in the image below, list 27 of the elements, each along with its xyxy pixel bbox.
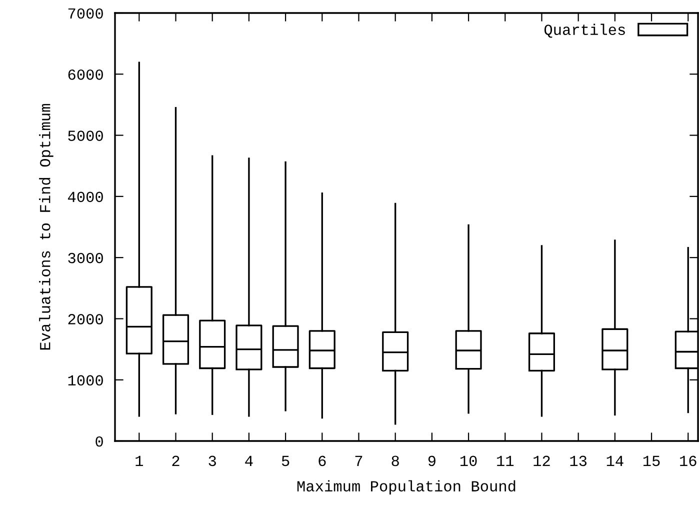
x-tick-label: 3 xyxy=(208,456,216,466)
y-tick-label: 6000 xyxy=(68,69,103,80)
y-tick-label: 3000 xyxy=(68,252,103,264)
x-tick-label: 6 xyxy=(318,456,326,466)
x-tick-label: 7 xyxy=(355,456,362,466)
y-tick-label: 2000 xyxy=(68,314,103,324)
legend-label: Quartiles xyxy=(544,24,625,38)
x-tick-label: 9 xyxy=(428,456,436,466)
x-tick-label: 4 xyxy=(245,456,253,466)
y-tick-label: 5000 xyxy=(68,130,103,141)
y-tick-label: 7000 xyxy=(68,8,103,19)
y-axis-title: Evaluations to Find Optimum xyxy=(39,104,54,350)
x-axis-title: Maximum Population Bound xyxy=(297,480,516,494)
x-tick-label: 12 xyxy=(534,456,550,466)
y-tick-label: 0 xyxy=(96,436,103,447)
x-tick-label: 10 xyxy=(460,456,477,466)
x-tick-label: 13 xyxy=(570,456,587,466)
x-tick-label: 8 xyxy=(392,456,399,466)
x-tick-label: 5 xyxy=(282,456,290,466)
x-tick-label: 15 xyxy=(643,456,660,466)
x-tick-label: 2 xyxy=(172,456,180,466)
y-tick-label: 4000 xyxy=(68,192,103,202)
y-tick-label: 1000 xyxy=(68,375,103,386)
x-tick-label: 11 xyxy=(497,456,514,466)
x-tick-label: 16 xyxy=(680,456,696,466)
x-tick-label: 1 xyxy=(136,456,143,466)
x-tick-label: 14 xyxy=(606,456,624,466)
